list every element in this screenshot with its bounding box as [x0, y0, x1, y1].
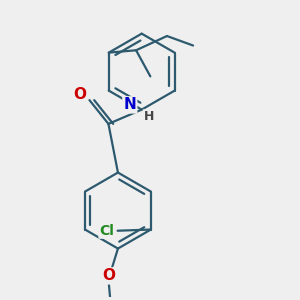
- Text: Cl: Cl: [100, 224, 114, 238]
- Text: N: N: [123, 98, 136, 112]
- Text: O: O: [74, 87, 86, 102]
- Text: H: H: [144, 110, 154, 123]
- Text: O: O: [102, 268, 115, 284]
